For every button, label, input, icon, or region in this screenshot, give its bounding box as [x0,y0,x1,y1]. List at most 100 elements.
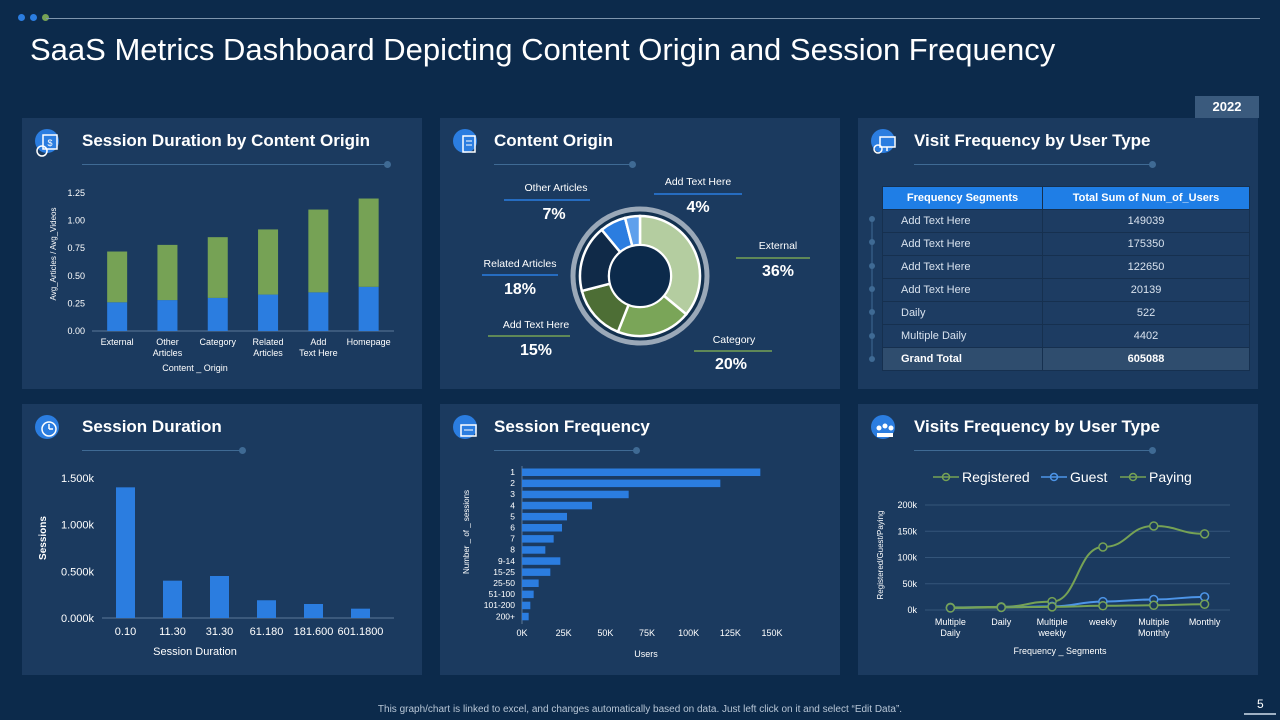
y-tick-label: 200+ [496,611,515,621]
bar [163,580,182,618]
bar [210,576,229,618]
y-tick-label: 3 [510,489,515,499]
panel-visit-frequency-table: Visit Frequency by User Type Frequency S… [858,118,1258,389]
y-tick-label: 51-100 [489,589,516,599]
legend-marker [1049,472,1059,482]
x-tick-label: 181.600 [294,626,334,638]
legend-label: Paying [1149,469,1192,485]
bar-segment-upper [207,237,228,298]
header-rule [46,18,1260,19]
bar-segment-lower [258,294,279,331]
y-tick-label: 101-200 [484,600,515,610]
bar-segment-upper [157,244,178,301]
series-line [950,524,1205,609]
x-tick-label: 25K [556,628,572,638]
bar-segment-lower [358,286,379,331]
bar [116,487,135,618]
panel-divider [82,447,246,454]
y-tick-label: 0.00 [67,326,85,336]
legend-marker [941,472,951,482]
bar [522,468,761,476]
x-tick-label: 0.10 [115,626,136,638]
panel-divider [494,447,640,454]
x-tick-label: Related Articles [253,337,284,358]
table-cell-segment: Add Text Here [881,278,1044,302]
panel-content-origin: Content Origin External 36% Category 20% Add… [440,118,840,389]
y-tick-label: 1 [510,467,515,477]
chart-donut: External 36% Category 20% Add Text Here 15% Re… [482,176,810,373]
x-tick-label: Multiple weekly [1037,617,1068,638]
x-tick-label: Multiple Monthly [1138,617,1170,638]
x-axis-title: Content _ Origin [162,363,228,373]
legend-marker [1128,472,1138,482]
chart-session-duration-bar: Sessions 0.000k 0.500k 1.000k 1.500k 0.10 11… [38,473,394,658]
y-tick-label: 50k [902,579,917,589]
panel-title: Session Frequency [494,417,650,436]
donut-value-label: 18% [504,281,536,298]
chart-stacked-bar: Avg_Articles / Avg_Videos 0.00 0.25 0.50 0.… [49,188,394,373]
series-line [950,603,1205,609]
table-cell-value: 4402 [1042,324,1250,348]
data-point [1149,521,1159,531]
bar-segment-upper [107,251,128,303]
presentation-board-icon [453,415,477,439]
panel-session-duration-by-content-origin: $ Session Duration by Content Origin Avg… [22,118,422,389]
bar [351,608,370,618]
donut-hole [608,244,672,308]
table-cell-value: 522 [1042,301,1250,325]
y-tick-label: 1.000k [61,520,95,532]
calendar-dollar-icon: $ [35,129,59,157]
bar [522,601,531,610]
bar-segment-lower [308,292,329,331]
x-tick-label: Category [199,337,236,347]
bar-segment-upper [358,198,379,287]
table-total-value: 605088 [1042,347,1250,371]
legend-label: Registered [962,469,1030,485]
table-row: Add Text Here 122650 [881,255,1250,279]
panel-visits-frequency-line: Visits Frequency by User Type Registered… [858,404,1258,675]
data-point [1098,542,1108,552]
bar [522,479,721,488]
x-tick-label: 31.30 [206,626,234,638]
panel-session-duration: Session Duration Sessions 0.000k 0.500k 1.… [22,404,422,675]
page-number: 5 [1257,697,1264,711]
donut-label: External [759,240,798,252]
y-tick-label: 5 [510,511,515,521]
table-row: Add Text Here 20139 [881,278,1250,302]
x-axis-title: Session Duration [153,646,237,658]
legend-label: Guest [1070,469,1107,485]
data-point [1098,601,1108,611]
table-row: Daily 522 [881,301,1250,325]
x-axis-title: Frequency _ Segments [1013,646,1107,656]
bar [257,600,276,618]
donut-value-label: 4% [686,199,709,216]
y-tick-label: 15-25 [493,567,515,577]
table-cell-segment: Add Text Here [881,209,1044,233]
data-point [996,602,1006,613]
bar-segment-lower [157,300,178,331]
data-point [945,603,956,613]
panel-divider [914,447,1156,454]
data-point [1047,602,1057,612]
y-tick-label: 6 [510,523,515,533]
y-axis-title: Sessions [38,516,49,560]
panel-divider [914,161,1156,168]
x-tick-label: Other Articles [153,337,183,358]
table-cell-segment: Add Text Here [881,255,1044,279]
year-badge: 2022 [1195,96,1259,118]
page-title: SaaS Metrics Dashboard Depicting Content… [30,32,1056,67]
table-header-row: Frequency Segments Total Sum of Num_of_U… [881,186,1250,210]
bar [522,546,546,554]
panel-title: Session Duration by Content Origin [82,131,371,150]
y-tick-label: 4 [510,500,515,510]
y-axis-title-text: Avg_Articles / Avg_Videos [49,208,58,301]
panel-title: Session Duration [82,417,222,436]
y-tick-label: 1.00 [67,216,85,226]
donut-label: Other Articles [524,182,587,194]
x-tick-label: 100K [678,628,699,638]
panel-divider [494,161,636,168]
bar [522,579,539,587]
bar [522,590,534,599]
x-tick-label: Daily [991,617,1012,627]
svg-text:$: $ [47,138,52,148]
